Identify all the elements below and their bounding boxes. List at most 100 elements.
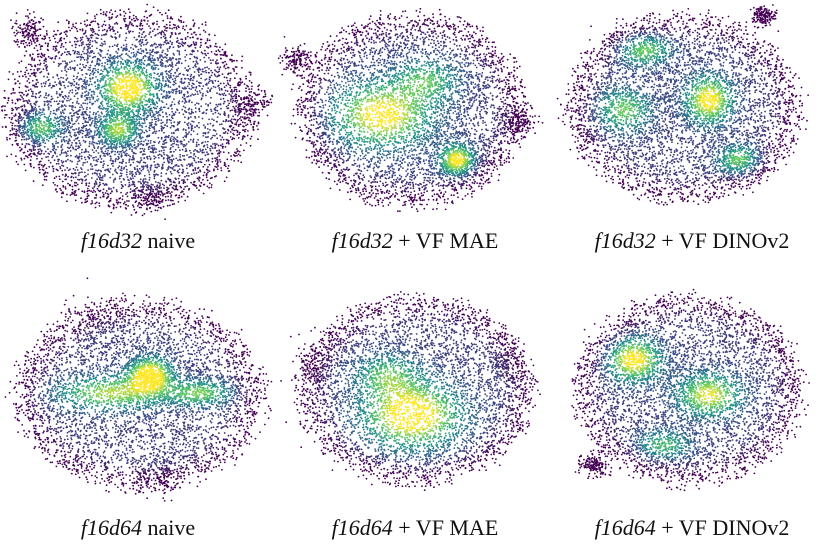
scatter-point xyxy=(139,160,142,163)
scatter-point xyxy=(48,93,50,96)
scatter-point xyxy=(133,64,136,66)
scatter-point xyxy=(26,15,29,17)
scatter-point xyxy=(210,110,213,113)
scatter-point xyxy=(160,86,163,89)
scatter-point xyxy=(109,176,112,179)
scatter-point xyxy=(242,137,244,140)
scatter-point xyxy=(69,159,72,162)
scatter-point xyxy=(249,73,252,76)
scatter-point xyxy=(52,76,54,79)
scatter-point xyxy=(125,45,128,48)
scatter-point xyxy=(74,106,77,109)
scatter-point xyxy=(38,105,40,108)
scatter-point xyxy=(60,139,63,142)
scatter-point xyxy=(204,60,206,63)
scatter-point xyxy=(208,80,211,83)
scatter-point xyxy=(124,73,127,76)
scatter-point xyxy=(202,111,205,114)
scatter-point xyxy=(67,85,69,88)
scatter-point xyxy=(145,184,148,186)
scatter-point xyxy=(140,61,143,64)
scatter-point xyxy=(96,95,99,98)
scatter-point xyxy=(55,117,58,120)
scatter-point xyxy=(68,138,71,141)
scatter-point xyxy=(156,209,159,212)
scatter-point xyxy=(151,111,154,114)
scatter-point xyxy=(257,114,259,117)
scatter-point xyxy=(95,169,97,172)
scatter-point xyxy=(208,71,210,74)
scatter-point xyxy=(72,147,75,150)
scatter-point xyxy=(181,96,184,99)
scatter-point xyxy=(257,138,259,141)
scatter-point xyxy=(146,41,149,44)
scatter-point xyxy=(231,129,234,131)
scatter-point xyxy=(258,84,261,86)
scatter-point xyxy=(12,25,14,28)
scatter-plot xyxy=(0,3,274,221)
scatter-point xyxy=(15,29,18,32)
scatter-point xyxy=(52,170,55,173)
scatter-point xyxy=(222,82,225,85)
scatter-point xyxy=(101,65,103,67)
scatter-point xyxy=(192,138,195,141)
scatter-point xyxy=(177,201,180,203)
scatter-point xyxy=(69,168,71,171)
scatter-point xyxy=(96,37,99,40)
scatter-point xyxy=(108,200,110,203)
scatter-point xyxy=(58,175,61,178)
scatter-point xyxy=(70,172,73,175)
scatter-point xyxy=(141,189,143,191)
scatter-point xyxy=(128,76,131,78)
scatter-point xyxy=(122,158,124,161)
scatter-point xyxy=(89,39,92,42)
scatter-point xyxy=(212,85,215,88)
scatter-point xyxy=(102,107,105,109)
scatter-point xyxy=(102,160,105,163)
scatter-point xyxy=(61,161,64,164)
scatter-point xyxy=(134,44,136,47)
scatter-point xyxy=(244,130,246,133)
scatter-point xyxy=(33,33,36,35)
scatter-point xyxy=(60,70,63,72)
scatter-point xyxy=(258,111,261,114)
scatter-point xyxy=(110,211,113,214)
scatter-point xyxy=(180,90,183,92)
scatter-point xyxy=(140,28,143,31)
scatter-point xyxy=(127,62,129,65)
scatter-point xyxy=(174,129,177,132)
scatter-point xyxy=(214,144,217,147)
scatter-point xyxy=(194,167,197,170)
scatter-point xyxy=(126,49,128,51)
scatter-point xyxy=(190,129,193,132)
scatter-point xyxy=(79,144,82,147)
scatter-point xyxy=(168,76,170,78)
scatter-point xyxy=(222,120,225,123)
scatter-point xyxy=(77,157,80,160)
scatter-point xyxy=(89,118,92,121)
scatter-point xyxy=(106,192,109,195)
scatter-point xyxy=(170,91,173,93)
scatter-point xyxy=(191,162,194,165)
scatter-point xyxy=(74,199,77,202)
scatter-point xyxy=(89,64,92,67)
scatter-point xyxy=(182,145,185,148)
scatter-point xyxy=(18,82,21,85)
scatter-point xyxy=(74,46,77,49)
scatter-point xyxy=(132,24,135,27)
scatter-point xyxy=(80,38,83,41)
scatter-point xyxy=(257,88,260,91)
scatter-point xyxy=(57,160,59,163)
scatter-point xyxy=(245,142,248,144)
scatter-point xyxy=(212,129,215,131)
scatter-point xyxy=(137,180,140,183)
scatter-point xyxy=(109,110,112,112)
scatter-point xyxy=(91,27,94,30)
scatter-point xyxy=(187,175,190,177)
scatter-point xyxy=(69,194,72,197)
scatter-point xyxy=(204,126,207,128)
scatter-point xyxy=(161,121,164,124)
scatter-point xyxy=(178,100,181,103)
scatter-point xyxy=(35,92,38,95)
scatter-point xyxy=(185,135,188,138)
